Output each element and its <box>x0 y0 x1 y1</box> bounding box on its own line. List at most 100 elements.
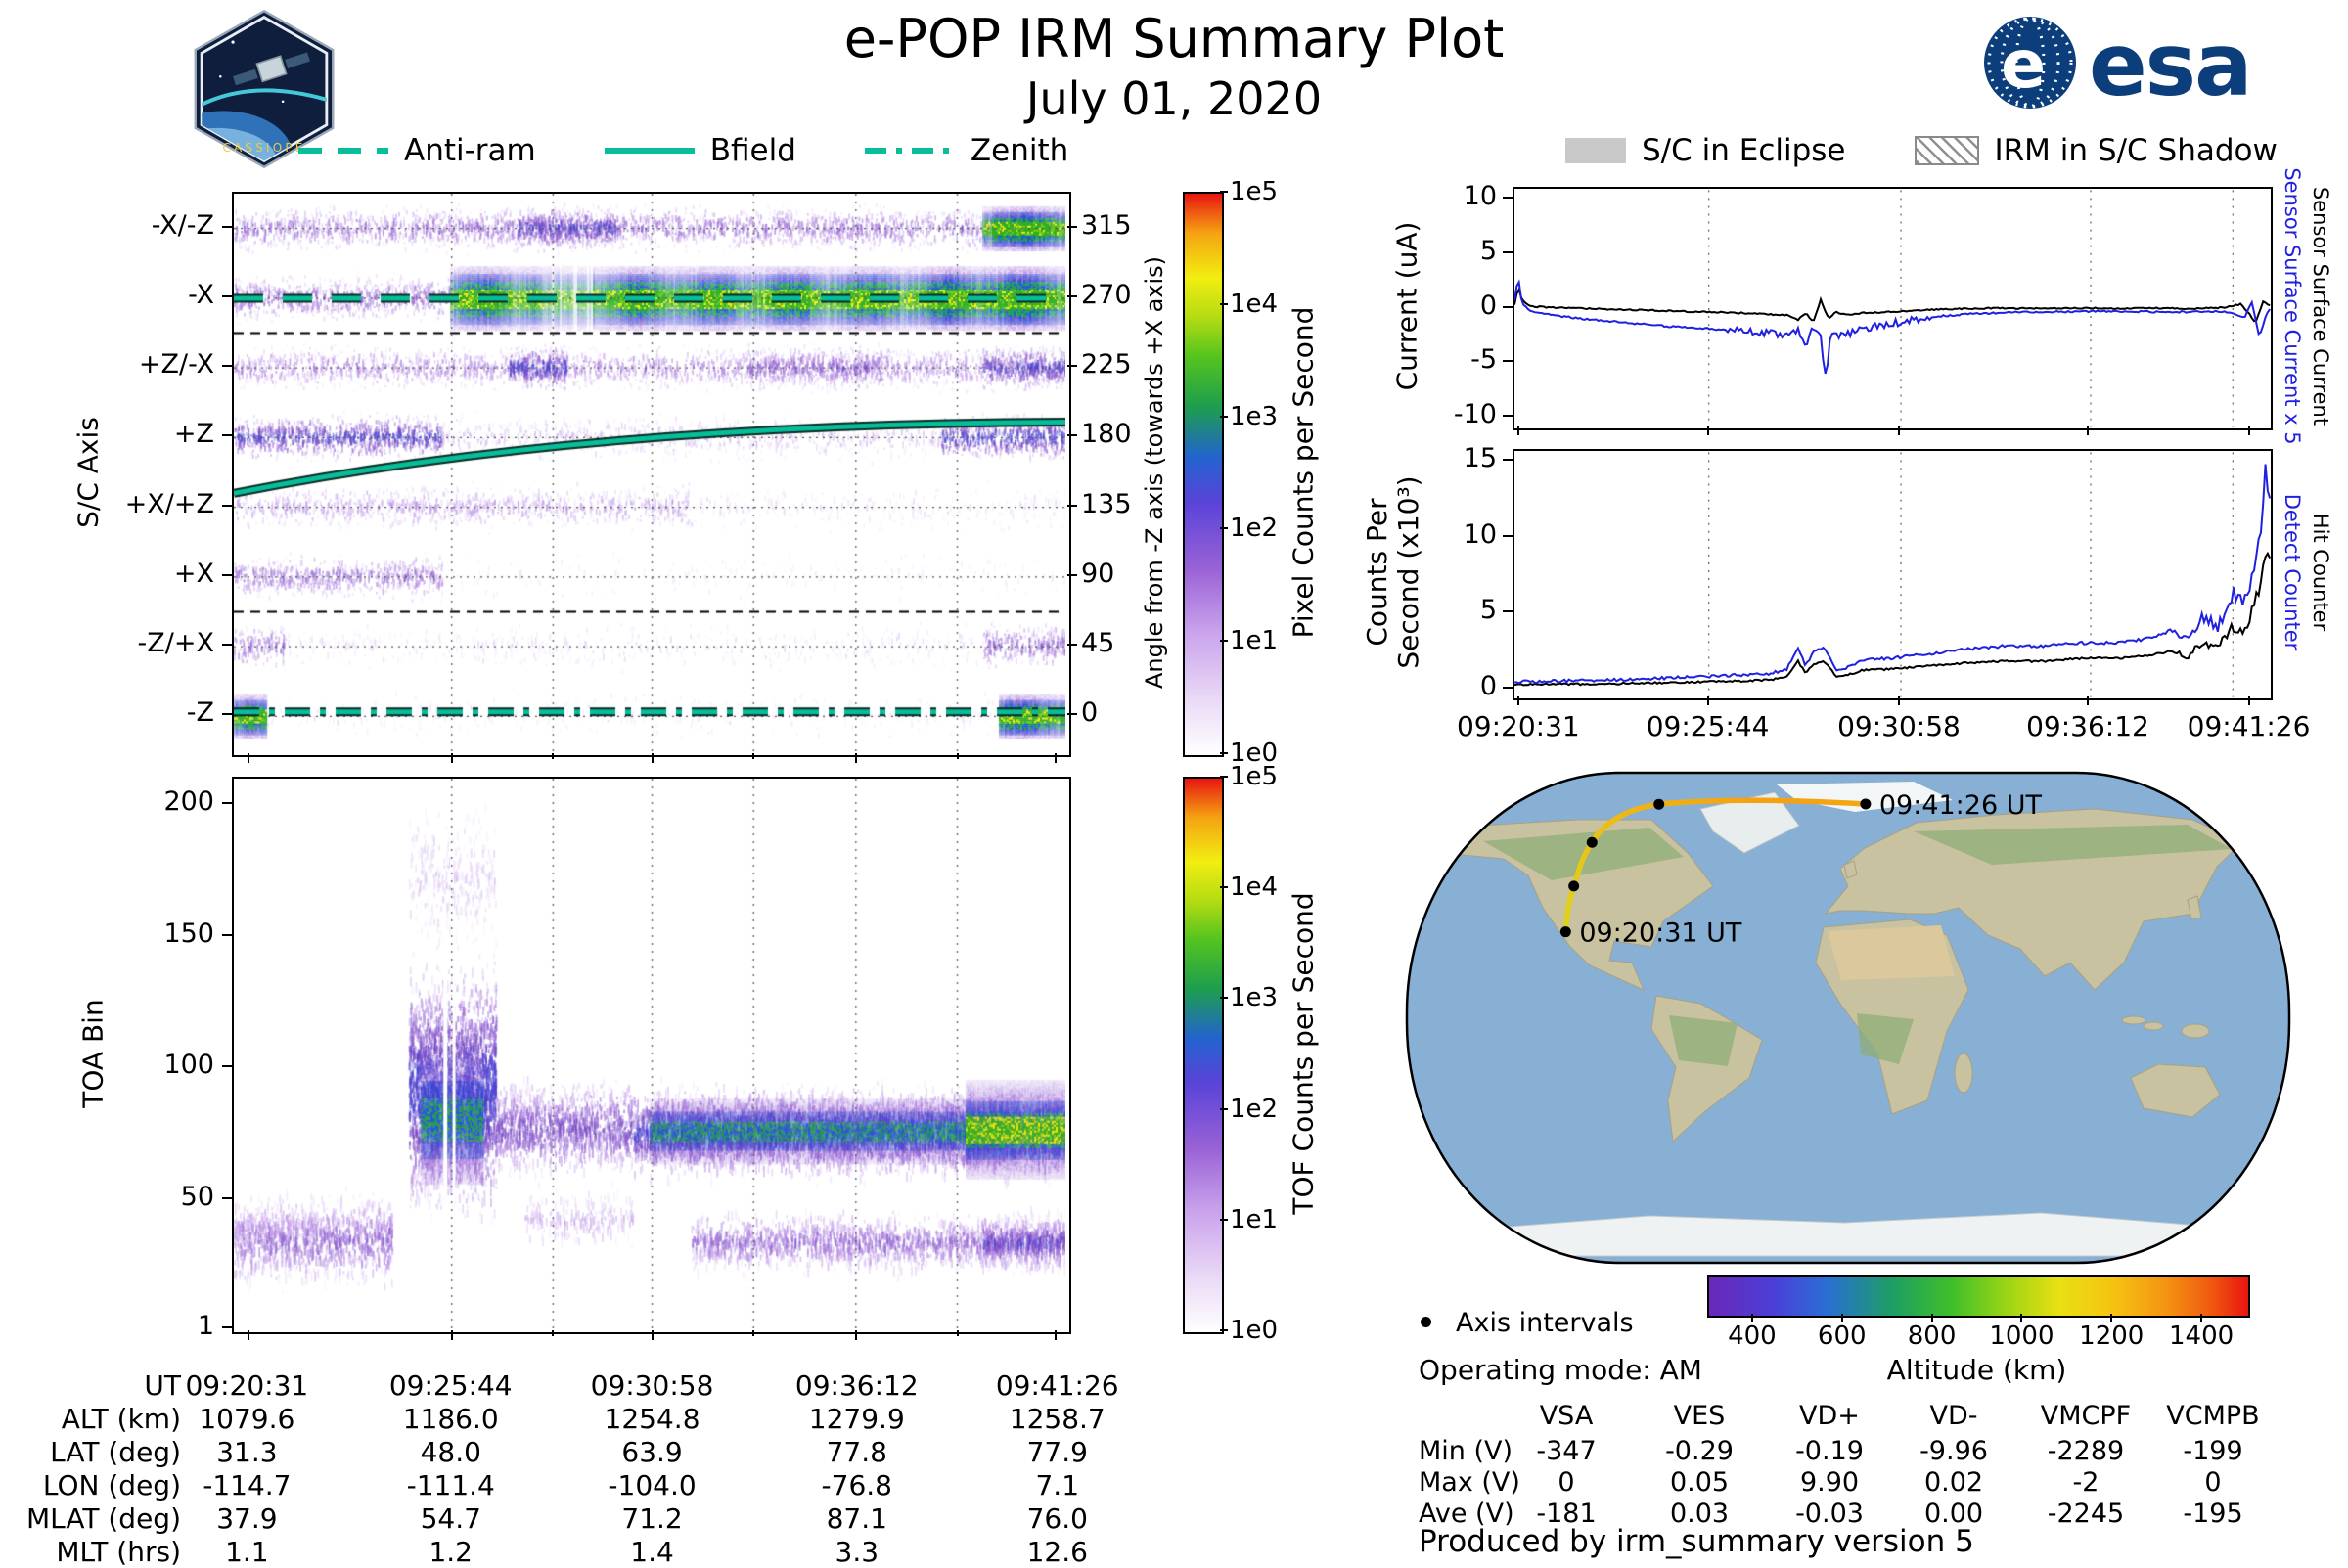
axis-tick-minor <box>552 753 554 759</box>
voltage-cell: 0.05 <box>1636 1467 1763 1498</box>
angle-tick-label: 45 <box>1081 628 1114 658</box>
legend-item-zenith: Zenith <box>865 133 1068 168</box>
axis-tick-minor <box>957 1330 959 1336</box>
ephemeris-cell: 37.9 <box>158 1502 335 1535</box>
toa-tick-label: 200 <box>146 786 214 817</box>
axis-tick <box>222 713 232 715</box>
axis-interval-dot <box>1860 798 1871 809</box>
toa-ylabel: TOA Bin <box>77 999 110 1107</box>
angle-tick-label: 225 <box>1081 349 1132 380</box>
axis-tick-minor <box>855 1330 857 1336</box>
ephemeris-cell: 1079.6 <box>158 1403 335 1435</box>
time-tick-label: 09:30:58 <box>1806 710 1992 742</box>
y-tick-label: 0 <box>1426 291 1497 321</box>
sc-axis-tick-label: -X/-Z <box>58 210 214 241</box>
axis-tick-minor <box>752 753 754 759</box>
anti-ram-line-swatch <box>298 148 388 154</box>
spectrogram-legend: Anti-ram Bfield Zenith <box>298 133 1137 168</box>
ephemeris-cell: -76.8 <box>769 1469 945 1501</box>
axis-tick <box>1503 251 1513 253</box>
voltage-cell: 0.02 <box>1890 1467 2017 1498</box>
ephemeris-cell: 31.3 <box>158 1436 335 1468</box>
time-tick-label: 09:36:12 <box>1995 710 2181 742</box>
time-tick-label: 09:20:31 <box>1425 710 1611 742</box>
alt-tick-label: 1400 <box>2143 1322 2260 1351</box>
ephemeris-cell: 48.0 <box>363 1436 539 1468</box>
shadow-swatch <box>1915 136 1979 165</box>
tof-cbar-tick-label: 1e2 <box>1230 1095 1278 1124</box>
voltage-cell: -347 <box>1503 1436 1630 1466</box>
ephemeris-cell: 1279.9 <box>769 1403 945 1435</box>
voltage-cell: -199 <box>2149 1436 2277 1466</box>
tof-cbar-tick-label: 1e1 <box>1230 1205 1278 1234</box>
axis-tick <box>222 434 232 436</box>
voltage-col-header: VCMPB <box>2149 1401 2277 1431</box>
ephemeris-cell: 1186.0 <box>363 1403 539 1435</box>
axis-tick <box>2248 426 2250 435</box>
ephemeris-cell: 09:30:58 <box>564 1369 741 1402</box>
counts-chart-panel <box>1513 449 2273 700</box>
axis-tick <box>1220 640 1228 642</box>
track-end-label: 09:41:26 UT <box>1879 790 2043 821</box>
voltage-col-header: VES <box>1636 1401 1763 1431</box>
ephemeris-cell: 09:20:31 <box>158 1369 335 1402</box>
legend-item-eclipse: S/C in Eclipse <box>1565 133 1846 168</box>
map-desert-overlay <box>1828 925 1955 980</box>
axis-tick <box>1220 1219 1228 1221</box>
axis-tick <box>1220 191 1228 193</box>
axis-interval-dot <box>1587 837 1598 848</box>
axis-tick <box>1503 687 1513 689</box>
axis-tick <box>1503 360 1513 362</box>
axis-tick <box>2087 696 2089 705</box>
axis-interval-dot <box>1568 880 1579 891</box>
axis-tick <box>1055 753 1057 763</box>
current-chart <box>1514 189 2271 428</box>
bfield-line-swatch <box>605 148 695 154</box>
produced-by-label: Produced by irm_summary version 5 <box>1419 1524 1974 1559</box>
pixel-cbar-tick-label: 1e2 <box>1230 514 1278 543</box>
ephemeris-row-label: MLAT (deg) <box>24 1502 181 1535</box>
axis-tick-minor <box>652 753 654 759</box>
voltage-cell: 0 <box>2149 1467 2277 1498</box>
axis-tick <box>222 295 232 297</box>
current-right-label-blue: Sensor Surface Current x 5 <box>2280 167 2304 444</box>
axis-tick <box>1841 1314 1843 1322</box>
tof-colorbar-label: TOF Counts per Second <box>1287 892 1320 1214</box>
toa-spectrogram-panel <box>232 777 1071 1334</box>
altitude-colorbar-label: Altitude (km) <box>1707 1354 2246 1386</box>
ephemeris-row-label: ALT (km) <box>24 1403 181 1435</box>
voltage-cell: 0 <box>1503 1467 1630 1498</box>
voltage-cell: -0.29 <box>1636 1436 1763 1466</box>
time-tick-label: 09:25:44 <box>1615 710 1801 742</box>
axis-tick <box>2110 1314 2112 1322</box>
axis-tick <box>2248 696 2250 705</box>
angle-tick-label: 90 <box>1081 559 1114 589</box>
sc-axis-tick-label: -Z/+X <box>58 628 214 658</box>
pixel-counts-colorbar <box>1183 192 1224 757</box>
ephemeris-cell: 54.7 <box>363 1502 539 1535</box>
ephemeris-cell: 12.6 <box>970 1536 1146 1568</box>
ground-track-map: 09:20:31 UT09:41:26 UT <box>1405 771 2291 1265</box>
voltage-cell: -9.96 <box>1890 1436 2017 1466</box>
patch-mission-name: CASSIOPE <box>222 141 305 155</box>
ephemeris-cell: 09:36:12 <box>769 1369 945 1402</box>
ephemeris-row-label: LAT (deg) <box>24 1436 181 1468</box>
irm-summary-plot-page: CASSIOPE e-POP IRM Summary Plot July 01,… <box>0 0 2348 1565</box>
axis-tick <box>1067 434 1077 436</box>
ephemeris-cell: 09:41:26 <box>970 1369 1146 1402</box>
zenith-line-swatch <box>865 148 955 154</box>
pixel-cbar-tick-label: 1e4 <box>1230 290 1278 319</box>
series-sensor-surface-current <box>1514 290 2270 321</box>
axis-tick <box>1503 459 1513 461</box>
voltage-col-header: VSA <box>1503 1401 1630 1431</box>
y-tick-label: -10 <box>1426 399 1497 429</box>
angle-tick-label: 180 <box>1081 419 1132 449</box>
axis-tick-minor <box>752 1330 754 1336</box>
current-right-label-black: Sensor Surface Current <box>2309 187 2332 426</box>
toa-tick-label: 100 <box>146 1050 214 1080</box>
pixel-cbar-tick-label: 1e3 <box>1230 402 1278 431</box>
axis-tick <box>1067 713 1077 715</box>
angle-tick-label: 315 <box>1081 210 1132 241</box>
ephemeris-cell: 7.1 <box>970 1469 1146 1501</box>
toa-tick-label: 150 <box>146 918 214 949</box>
